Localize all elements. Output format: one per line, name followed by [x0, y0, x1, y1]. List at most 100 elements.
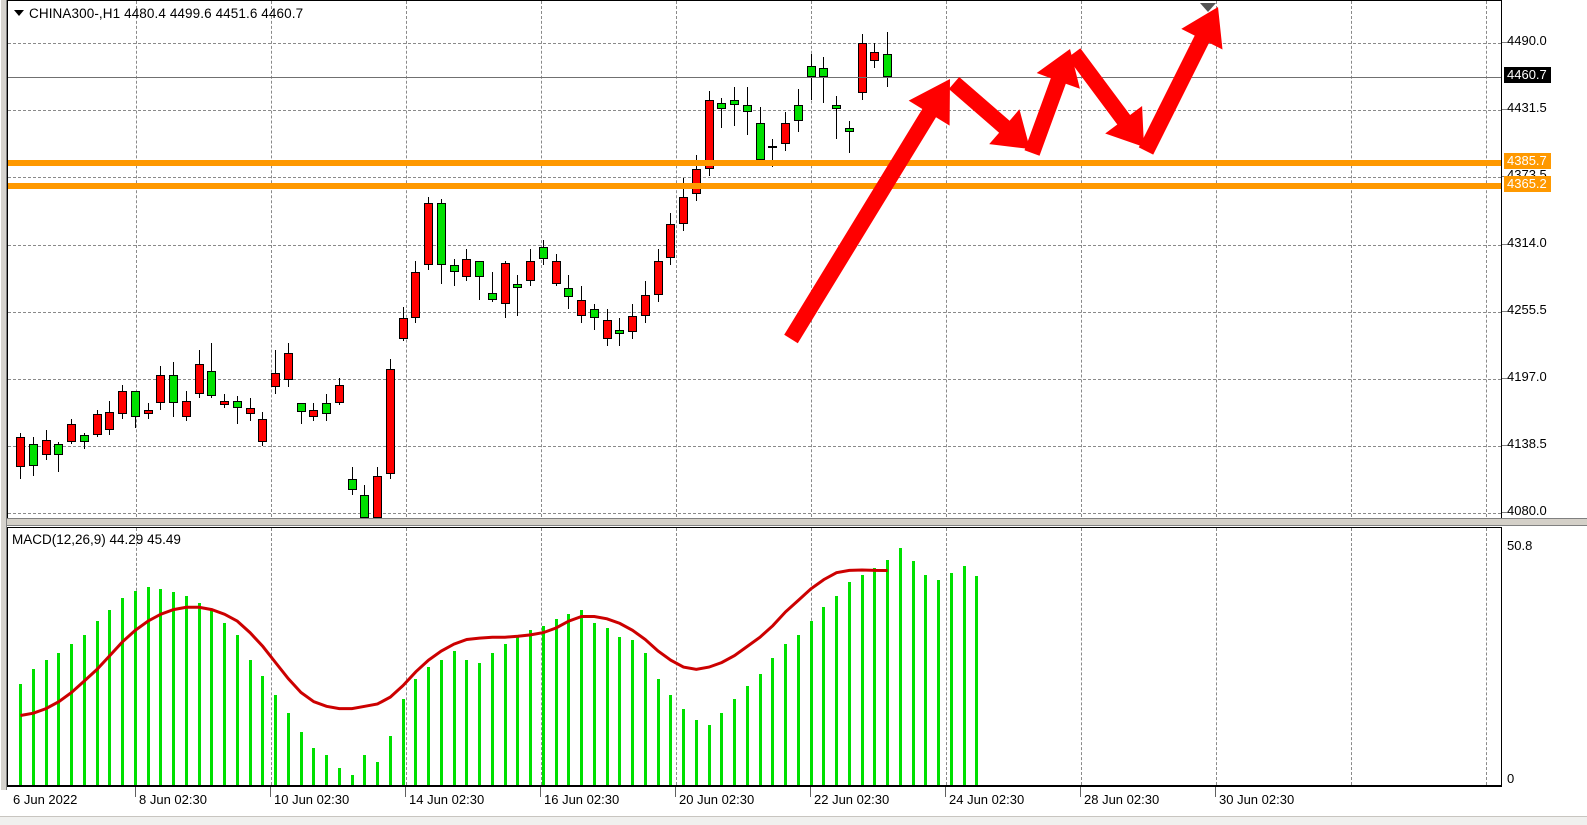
- candlestick[interactable]: [232, 400, 242, 408]
- macd-histogram-bar: [312, 747, 316, 785]
- candlestick[interactable]: [538, 247, 548, 259]
- candlestick[interactable]: [462, 258, 472, 277]
- candlestick[interactable]: [309, 409, 319, 417]
- candlestick[interactable]: [79, 435, 89, 442]
- candlestick[interactable]: [194, 363, 204, 394]
- trend-arrow[interactable]: [1024, 49, 1080, 156]
- time-gridline: [271, 528, 272, 785]
- candlestick[interactable]: [449, 265, 459, 273]
- candlestick[interactable]: [92, 414, 102, 436]
- price-chart-pane[interactable]: CHINA300-,H1 4480.4 4499.6 4451.6 4460.7: [7, 0, 1502, 518]
- price-gridline: [8, 177, 1501, 179]
- candlestick[interactable]: [424, 203, 433, 266]
- candlestick[interactable]: [742, 104, 752, 112]
- candlestick[interactable]: [169, 375, 178, 403]
- candlestick[interactable]: [666, 224, 676, 259]
- candlestick[interactable]: [398, 318, 408, 339]
- candlestick[interactable]: [844, 127, 854, 133]
- candlestick[interactable]: [475, 260, 484, 277]
- candlestick[interactable]: [258, 419, 268, 442]
- price-axis-label: 4138.5: [1507, 435, 1547, 451]
- candlestick[interactable]: [296, 402, 306, 413]
- candlestick[interactable]: [41, 439, 51, 455]
- candlestick[interactable]: [385, 368, 395, 474]
- trend-arrow-annotations[interactable]: [8, 1, 1501, 517]
- macd-histogram-bar: [962, 565, 966, 785]
- trend-arrow[interactable]: [1067, 48, 1144, 148]
- candlestick[interactable]: [245, 407, 255, 415]
- level-price-tag-0[interactable]: 4385.7: [1504, 152, 1551, 169]
- candlestick[interactable]: [513, 283, 523, 289]
- candlestick[interactable]: [628, 315, 637, 332]
- candlestick[interactable]: [883, 54, 892, 77]
- candlestick[interactable]: [589, 308, 599, 319]
- trend-arrow[interactable]: [948, 77, 1030, 149]
- candlestick[interactable]: [411, 272, 421, 319]
- time-axis-label: 14 Jun 02:30: [409, 792, 485, 807]
- candlestick[interactable]: [487, 292, 497, 300]
- price-axis[interactable]: 4490.0 4431.5 4314.0 4255.5 4197.0 4138.5 4080…: [1502, 0, 1587, 518]
- candlestick[interactable]: [118, 391, 127, 415]
- candle-wick: [848, 120, 850, 154]
- trend-arrow[interactable]: [1138, 7, 1223, 155]
- pane-separator[interactable]: [7, 518, 1587, 526]
- candlestick[interactable]: [755, 123, 765, 160]
- macd-indicator-pane[interactable]: MACD(12,26,9) 44.29 45.49: [7, 527, 1502, 786]
- candlestick[interactable]: [500, 263, 510, 305]
- macd-histogram-bar: [19, 684, 22, 785]
- candlestick[interactable]: [283, 352, 293, 380]
- candlestick[interactable]: [832, 104, 841, 110]
- candlestick[interactable]: [526, 260, 535, 282]
- macd-histogram-bar: [835, 595, 838, 785]
- horizontal-level-line-1[interactable]: [8, 183, 1501, 190]
- trend-arrow[interactable]: [784, 79, 950, 344]
- candlestick[interactable]: [615, 329, 625, 335]
- candlestick[interactable]: [768, 146, 778, 149]
- horizontal-level-line-0[interactable]: [8, 159, 1501, 166]
- candlestick[interactable]: [679, 196, 688, 225]
- candlestick[interactable]: [271, 373, 280, 387]
- candlestick[interactable]: [870, 52, 880, 62]
- candlestick[interactable]: [181, 400, 191, 417]
- candlestick[interactable]: [207, 370, 217, 397]
- candlestick[interactable]: [551, 260, 561, 284]
- candlestick[interactable]: [347, 478, 357, 491]
- candlestick[interactable]: [130, 391, 140, 417]
- macd-histogram-bar: [490, 653, 494, 785]
- candlestick[interactable]: [691, 169, 701, 195]
- time-axis-tick: [1080, 787, 1081, 797]
- candlestick[interactable]: [67, 423, 76, 442]
- time-gridline: [676, 528, 677, 785]
- candlestick[interactable]: [577, 299, 586, 316]
- candlestick[interactable]: [717, 102, 727, 110]
- candlestick[interactable]: [653, 260, 663, 296]
- macd-histogram-bar: [133, 591, 137, 785]
- macd-histogram-bar: [745, 685, 749, 785]
- candlestick[interactable]: [564, 288, 574, 298]
- candlestick[interactable]: [640, 295, 650, 316]
- candlestick[interactable]: [220, 400, 229, 406]
- candlestick[interactable]: [16, 437, 25, 468]
- candlestick[interactable]: [360, 494, 370, 518]
- triangle-down-icon[interactable]: [14, 10, 24, 17]
- candlestick[interactable]: [602, 320, 612, 339]
- candlestick[interactable]: [105, 412, 115, 431]
- candle-wick: [836, 95, 837, 140]
- candlestick[interactable]: [334, 384, 344, 403]
- candlestick[interactable]: [781, 123, 790, 144]
- time-gridline: [406, 1, 407, 517]
- candlestick[interactable]: [156, 375, 166, 403]
- candlestick[interactable]: [54, 444, 64, 455]
- object-marker-triangle-icon[interactable]: [1200, 3, 1216, 12]
- candlestick[interactable]: [373, 476, 382, 518]
- candlestick[interactable]: [793, 104, 803, 121]
- candlestick[interactable]: [322, 402, 331, 415]
- candlestick[interactable]: [857, 43, 867, 94]
- candlestick[interactable]: [704, 100, 714, 170]
- level-price-tag-1[interactable]: 4365.2: [1504, 176, 1551, 193]
- candlestick[interactable]: [730, 100, 739, 105]
- candlestick[interactable]: [143, 409, 153, 415]
- candlestick[interactable]: [28, 444, 38, 466]
- candlestick[interactable]: [436, 203, 446, 266]
- price-gridline: [8, 311, 1501, 313]
